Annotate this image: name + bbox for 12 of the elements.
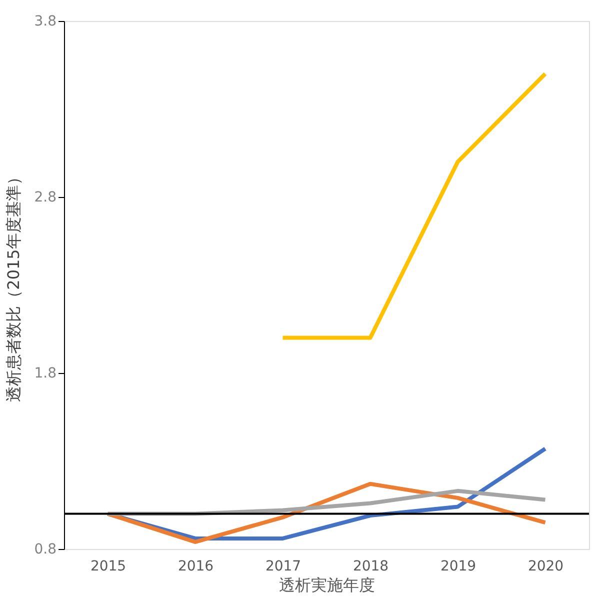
y-tick-label: 3.8 xyxy=(34,14,56,30)
x-tick-label: 2015 xyxy=(90,558,126,574)
x-axis-title: 透析実施年度 xyxy=(279,576,375,594)
y-tick-label: 2.8 xyxy=(34,190,56,206)
x-tick-label: 2020 xyxy=(528,558,564,574)
x-tick-label: 2019 xyxy=(440,558,476,574)
x-tick-label: 2016 xyxy=(178,558,214,574)
x-tick-label: 2018 xyxy=(352,558,389,574)
y-tick-label: 1.8 xyxy=(34,366,56,382)
y-axis-title: 透析患者数比（2015年度基準） xyxy=(4,169,24,402)
y-tick-label: 0.8 xyxy=(34,542,56,558)
x-tick-label: 2017 xyxy=(265,558,302,574)
